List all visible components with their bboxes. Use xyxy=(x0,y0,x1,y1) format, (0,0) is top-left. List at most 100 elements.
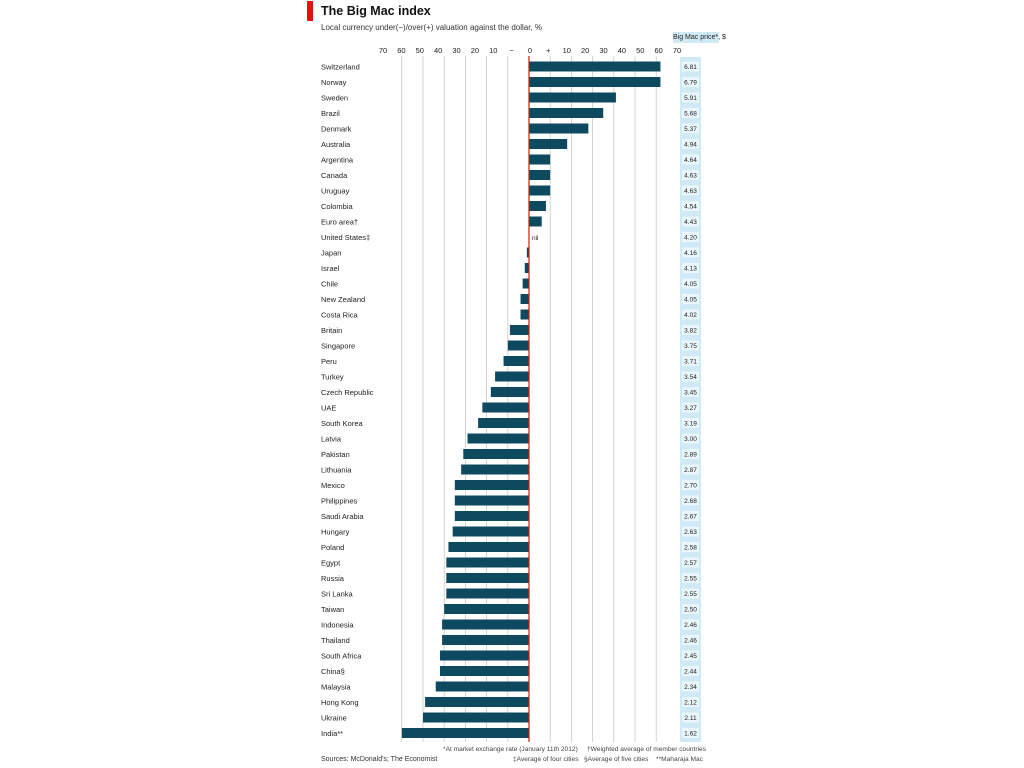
price-value: 2.63 xyxy=(684,529,697,536)
price-cell xyxy=(682,139,699,149)
valuation-bar xyxy=(529,139,568,149)
country-label: Argentina xyxy=(321,156,354,165)
price-value: 5.68 xyxy=(684,111,697,118)
valuation-bar xyxy=(442,619,529,630)
price-cell xyxy=(682,77,699,87)
footnote-four-cities: ‡Average of four cities xyxy=(513,756,579,763)
axis-tick-label: 40 xyxy=(434,46,442,55)
price-cell xyxy=(682,604,699,614)
price-cell xyxy=(682,61,699,72)
country-label: Israel xyxy=(321,264,340,273)
country-label: Mexico xyxy=(321,481,345,490)
country-label: Pakistan xyxy=(321,450,350,459)
valuation-bar xyxy=(526,247,529,258)
price-cell xyxy=(682,278,699,289)
country-label: Philippines xyxy=(321,497,358,506)
price-value: 2.68 xyxy=(684,498,697,505)
country-label: Colombia xyxy=(321,202,354,211)
price-value: 2.89 xyxy=(684,452,697,459)
price-value: 6.81 xyxy=(684,64,697,71)
price-value: 4.16 xyxy=(684,250,697,257)
price-cell xyxy=(682,185,699,196)
country-label: Hungary xyxy=(321,528,350,537)
price-cell xyxy=(682,325,699,335)
axis-tick-label: 0 xyxy=(528,46,532,55)
axis-tick-label: + xyxy=(546,46,551,55)
country-label: Norway xyxy=(321,78,347,87)
axis-tick-label: 10 xyxy=(489,46,497,55)
country-label: South Korea xyxy=(321,419,364,428)
valuation-bar xyxy=(452,526,529,537)
axis-tick-label: 10 xyxy=(563,46,571,55)
country-label: Peru xyxy=(321,357,337,366)
footnote-weighted-average: †Weighted average of member countries xyxy=(587,746,706,753)
country-label: Ukraine xyxy=(321,714,347,723)
price-value: 4.63 xyxy=(684,173,697,180)
price-cell xyxy=(682,216,699,227)
footnote-five-cities: §Average of five cities xyxy=(584,756,649,763)
price-cell xyxy=(682,728,699,738)
price-value: 2.11 xyxy=(684,715,697,722)
price-value: 6.79 xyxy=(684,80,697,87)
price-cell xyxy=(682,480,699,490)
axis-tick-label: 50 xyxy=(636,46,644,55)
price-value: 5.91 xyxy=(684,95,697,102)
valuation-bar xyxy=(463,449,529,459)
price-value: 2.44 xyxy=(684,669,697,676)
valuation-bar xyxy=(448,542,529,552)
country-label: Indonesia xyxy=(321,621,354,630)
price-value: 4.20 xyxy=(684,235,697,242)
valuation-bar xyxy=(529,61,661,72)
country-label: Sweden xyxy=(321,94,348,103)
valuation-bar xyxy=(454,480,529,490)
axis-tick-label: 60 xyxy=(397,46,405,55)
valuation-bar xyxy=(490,387,529,397)
price-value: 2.87 xyxy=(684,467,697,474)
axis-tick-label: − xyxy=(509,46,514,55)
axis-tick-label: 70 xyxy=(673,46,681,55)
country-label: India** xyxy=(321,729,343,738)
valuation-bar xyxy=(442,635,529,645)
valuation-bar xyxy=(503,356,529,366)
country-label: Singapore xyxy=(321,342,355,351)
price-value: 3.71 xyxy=(684,359,697,366)
price-cell xyxy=(682,464,699,475)
price-column-header: Big Mac price*, $ xyxy=(673,32,726,43)
price-cell xyxy=(682,526,699,537)
valuation-bar xyxy=(482,402,529,413)
country-label: Latvia xyxy=(321,435,342,444)
price-value: 4.02 xyxy=(684,312,697,319)
axis-tick-label: 30 xyxy=(599,46,607,55)
valuation-bar xyxy=(529,108,604,118)
price-cell xyxy=(682,340,699,351)
price-value: 4.05 xyxy=(684,297,697,304)
price-cell xyxy=(682,619,699,630)
price-cell xyxy=(682,170,699,180)
valuation-bar xyxy=(435,681,529,692)
price-cell xyxy=(682,154,699,165)
valuation-bar xyxy=(520,294,529,304)
price-value: 3.45 xyxy=(684,390,697,397)
valuation-bar xyxy=(461,464,529,475)
country-label: Lithuania xyxy=(321,466,352,475)
price-cell xyxy=(682,201,699,211)
country-label: New Zealand xyxy=(321,295,365,304)
country-label: United States‡ xyxy=(321,233,370,242)
axis-tick-label: 40 xyxy=(618,46,626,55)
price-cell xyxy=(682,263,699,273)
valuation-bar xyxy=(529,77,661,87)
price-value: 2.57 xyxy=(684,560,697,567)
price-cell xyxy=(682,697,699,707)
price-value: 3.27 xyxy=(684,405,697,412)
price-value: 2.12 xyxy=(684,700,697,707)
price-value: 4.64 xyxy=(684,157,697,164)
price-value: 3.00 xyxy=(684,436,697,443)
price-value: 4.63 xyxy=(684,188,697,195)
valuation-bar xyxy=(507,340,529,351)
price-cell xyxy=(682,511,699,521)
valuation-bar xyxy=(446,573,529,583)
valuation-bar xyxy=(401,728,529,738)
country-label: Costa Rica xyxy=(321,311,359,320)
valuation-bar xyxy=(425,697,529,707)
